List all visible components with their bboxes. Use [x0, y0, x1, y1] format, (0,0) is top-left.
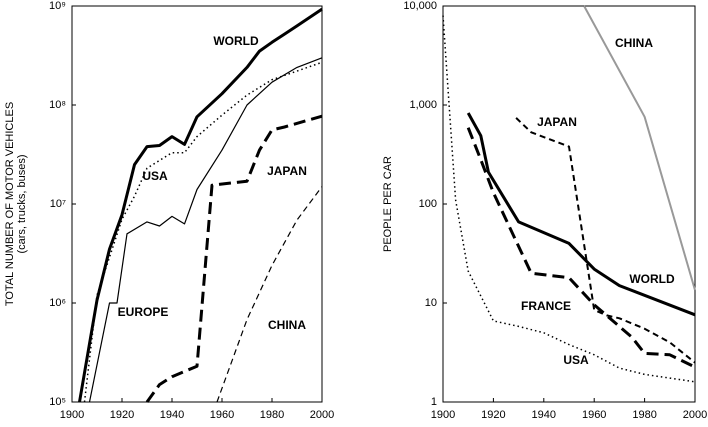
x-tick-label: 1900	[60, 409, 84, 421]
series-line	[442, 15, 696, 383]
x-tick-label: 1980	[632, 409, 656, 421]
series-label: USA	[563, 353, 589, 367]
series-line	[466, 127, 696, 369]
series-line	[515, 117, 696, 364]
y-tick-label: 10⁶	[49, 297, 66, 309]
y-tick-label: 1,000	[409, 99, 437, 111]
y-tick-label: 10⁸	[49, 99, 66, 111]
series-label: USA	[142, 169, 168, 183]
x-tick-label: 1940	[160, 409, 184, 421]
y-axis-title: PEOPLE PER CAR	[382, 156, 394, 252]
series-label: WORLD	[213, 34, 259, 48]
x-tick-label: 2000	[683, 409, 707, 421]
series-label: EUROPE	[118, 305, 169, 319]
series-line	[83, 61, 323, 403]
x-tick-label: 1940	[532, 409, 556, 421]
y-tick-label: 10⁵	[49, 396, 66, 408]
series-line	[216, 186, 323, 403]
series-label: WORLD	[629, 272, 675, 286]
x-tick-label: 1980	[260, 409, 284, 421]
series-label: CHINA	[615, 36, 653, 50]
x-tick-label: 1960	[582, 409, 606, 421]
series-line	[466, 112, 696, 317]
y-tick-label: 100	[419, 198, 437, 210]
y-axis-title: TOTAL NUMBER OF MOTOR VEHICLES	[4, 102, 16, 306]
x-tick-label: 2000	[310, 409, 334, 421]
plot-frame	[442, 5, 696, 403]
y-tick-label: 10	[425, 297, 437, 309]
x-tick-label: 1920	[481, 409, 505, 421]
y-tick-label: 10⁷	[50, 198, 66, 210]
x-tick-label: 1900	[431, 409, 455, 421]
x-tick-label: 1960	[210, 409, 234, 421]
y-tick-label: 1	[431, 396, 437, 408]
series-label: JAPAN	[537, 115, 577, 129]
series-label: FRANCE	[521, 299, 571, 313]
y-axis-subtitle: (cars, trucks, buses)	[16, 154, 28, 253]
series-line	[145, 114, 323, 403]
series-label: JAPAN	[267, 164, 307, 178]
plot-frame	[71, 5, 323, 403]
series-line	[78, 7, 323, 403]
y-tick-label: 10⁹	[49, 0, 66, 12]
x-tick-label: 1920	[110, 409, 134, 421]
series-line	[583, 5, 696, 291]
y-tick-label: 10,000	[403, 0, 437, 12]
series-label: CHINA	[268, 318, 306, 332]
series-line	[88, 57, 323, 403]
